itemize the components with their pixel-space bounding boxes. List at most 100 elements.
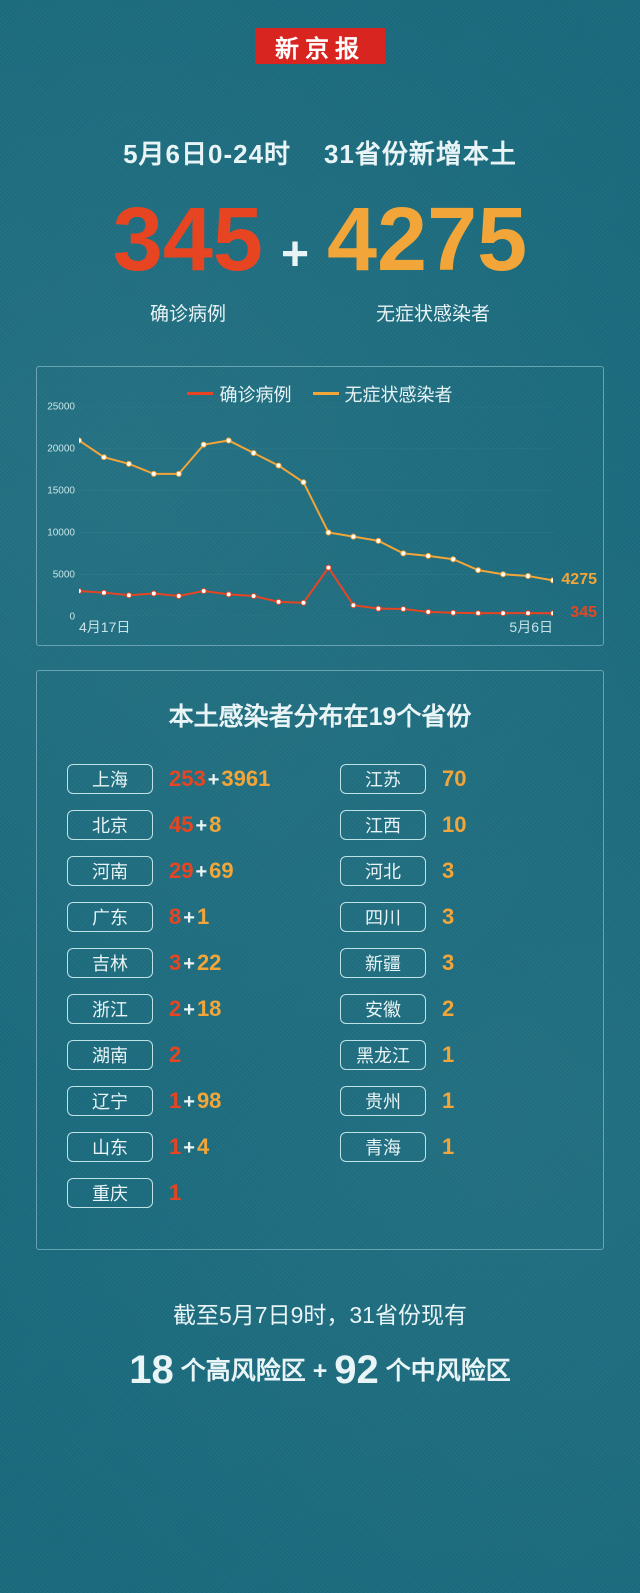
province-asymp: 69	[209, 858, 233, 884]
province-asymp: 3	[442, 950, 454, 976]
province-confirmed: 45	[169, 812, 193, 838]
publisher-logo: 新京报	[255, 28, 385, 64]
province-asymp: 10	[442, 812, 466, 838]
province-asymp: 1	[442, 1088, 454, 1114]
province-asymp: 3961	[221, 766, 270, 792]
province-row: 重庆 1	[67, 1173, 300, 1213]
chart-end-asymp: 4275	[561, 571, 597, 589]
province-row: 安徽2	[340, 989, 573, 1029]
confirmed-count: 345	[113, 195, 263, 285]
province-badge: 青海	[340, 1132, 426, 1162]
province-badge: 浙江	[67, 994, 153, 1024]
province-row: 新疆 3	[340, 943, 573, 983]
risk-plus: +	[313, 1357, 328, 1385]
risk-asof: 截至5月7日9时，31省份现有	[0, 1296, 640, 1330]
province-values: 3	[442, 950, 454, 976]
province-values: 70	[442, 766, 466, 792]
asymptomatic-label: 无症状感染者	[376, 299, 490, 326]
x-start-label: 4月17日	[79, 617, 130, 637]
province-plus: +	[183, 953, 195, 976]
province-values: 10	[442, 812, 466, 838]
province-badge: 安徽	[340, 994, 426, 1024]
publisher-logo-text: 新京报	[275, 29, 365, 64]
headline-block: 5月6日0-24时 31省份新增本土 345 + 4275 确诊病例 无症状感染…	[0, 134, 640, 326]
headline-numbers: 345 + 4275	[0, 195, 640, 285]
province-badge: 江苏	[340, 764, 426, 794]
province-values: 1	[169, 1180, 181, 1206]
province-badge: 吉林	[67, 948, 153, 978]
province-values: 2	[169, 1042, 181, 1068]
chart-x-axis: 4月17日 5月6日	[79, 617, 553, 637]
province-values: 1	[442, 1088, 454, 1114]
province-values: 2+18	[169, 996, 221, 1022]
confirmed-label: 确诊病例	[150, 299, 226, 326]
chart-canvas	[79, 407, 553, 616]
province-panel: 本土感染者分布在19个省份 上海253+3961北京45+8河南29+69广东8…	[36, 670, 604, 1250]
province-badge: 湖南	[67, 1040, 153, 1070]
province-values: 1+4	[169, 1134, 209, 1160]
province-plus: +	[183, 1137, 195, 1160]
trend-chart: 确诊病例 无症状感染者 0500010000150002000025000 4月…	[36, 366, 604, 646]
province-badge: 广东	[67, 902, 153, 932]
province-badge: 新疆	[340, 948, 426, 978]
mid-risk-count: 92	[334, 1348, 379, 1392]
province-values: 3	[442, 904, 454, 930]
province-values: 29+69	[169, 858, 234, 884]
province-badge: 江西	[340, 810, 426, 840]
province-row: 浙江 2+18	[67, 989, 300, 1029]
province-values: 1	[442, 1042, 454, 1068]
province-row: 辽宁1+98	[67, 1081, 300, 1121]
province-plus: +	[183, 1091, 195, 1114]
province-row: 江西 10	[340, 805, 573, 845]
province-row: 黑龙江 1	[340, 1035, 573, 1075]
province-row: 四川 3	[340, 897, 573, 937]
risk-counts: 18 个高风险区 + 92 个中风险区	[0, 1348, 640, 1393]
province-row: 青海 1	[340, 1127, 573, 1167]
province-asymp: 4	[197, 1134, 209, 1160]
mid-risk-label: 个中风险区	[386, 1357, 511, 1385]
province-confirmed: 1	[169, 1134, 181, 1160]
province-row: 贵州1	[340, 1081, 573, 1121]
headline-date: 5月6日0-24时	[123, 139, 291, 169]
headline-scope: 31省份新增本土	[324, 139, 517, 169]
province-asymp: 70	[442, 766, 466, 792]
x-end-label: 5月6日	[509, 617, 553, 637]
province-badge: 重庆	[67, 1178, 153, 1208]
legend-confirmed-label: 确诊病例	[219, 381, 291, 407]
legend-confirmed: 确诊病例	[187, 381, 291, 407]
province-badge: 河南	[67, 856, 153, 886]
province-row: 北京45+8	[67, 805, 300, 845]
province-values: 1	[442, 1134, 454, 1160]
risk-summary: 截至5月7日9时，31省份现有 18 个高风险区 + 92 个中风险区	[0, 1296, 640, 1393]
province-values: 253+3961	[169, 766, 270, 792]
y-tick-label: 20000	[47, 444, 75, 455]
y-tick-label: 15000	[47, 486, 75, 497]
province-badge: 辽宁	[67, 1086, 153, 1116]
province-asymp: 98	[197, 1088, 221, 1114]
province-panel-title: 本土感染者分布在19个省份	[67, 697, 573, 733]
province-badge: 黑龙江	[340, 1040, 426, 1070]
legend-asymp-swatch	[313, 392, 339, 395]
province-plus: +	[195, 815, 207, 838]
headline-date-line: 5月6日0-24时 31省份新增本土	[0, 134, 640, 171]
province-badge: 河北	[340, 856, 426, 886]
y-tick-label: 5000	[53, 570, 75, 581]
province-asymp: 3	[442, 858, 454, 884]
province-badge: 山东	[67, 1132, 153, 1162]
legend-asymp-label: 无症状感染者	[345, 381, 453, 407]
y-tick-label: 10000	[47, 528, 75, 539]
province-row: 江苏 70	[340, 759, 573, 799]
province-values: 3+22	[169, 950, 221, 976]
province-plus: +	[195, 861, 207, 884]
province-values: 3	[442, 858, 454, 884]
province-column-right: 江苏70江西10河北3四川3新疆3安徽2黑龙江1贵州1青海1	[340, 759, 573, 1219]
province-badge: 四川	[340, 902, 426, 932]
province-row: 上海253+3961	[67, 759, 300, 799]
headline-sublabels: 确诊病例 无症状感染者	[0, 299, 640, 326]
province-confirmed: 3	[169, 950, 181, 976]
province-column-left: 上海253+3961北京45+8河南29+69广东8+1吉林3+22浙江2+18…	[67, 759, 300, 1219]
province-confirmed: 29	[169, 858, 193, 884]
province-row: 吉林 3+22	[67, 943, 300, 983]
y-tick-label: 0	[69, 612, 75, 623]
plus-sign: +	[281, 227, 309, 282]
